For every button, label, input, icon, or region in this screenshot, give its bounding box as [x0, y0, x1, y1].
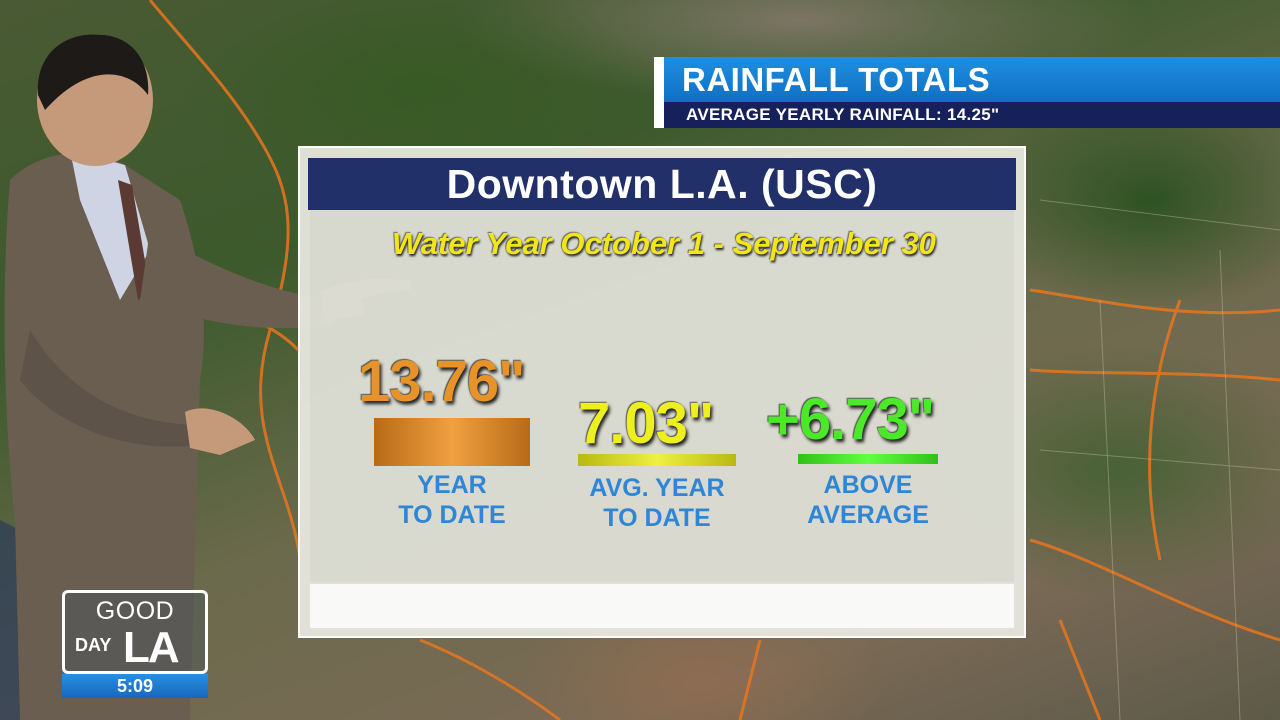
logo-box: GOOD DAY LA [62, 590, 208, 674]
banner-stripe [654, 57, 664, 128]
year-to-date-label: YEAR TO DATE [364, 470, 540, 530]
avg-year-to-date-value: 7.03" [578, 391, 714, 456]
year-to-date-label-line1: YEAR [417, 471, 487, 499]
presenter [4, 34, 412, 720]
panel-body [310, 158, 1014, 582]
good-day-la-logo: GOOD DAY LA 5:09 [62, 590, 208, 698]
banner-subtitle: AVERAGE YEARLY RAINFALL: 14.25" [664, 102, 1280, 128]
avg-year-to-date-bar [578, 454, 736, 466]
panel-footer [310, 584, 1014, 628]
avg-year-to-date-label-line1: AVG. YEAR [589, 474, 725, 502]
year-to-date-label-line2: TO DATE [398, 501, 506, 529]
banner-title: RAINFALL TOTALS [664, 57, 1280, 102]
logo-day-text: DAY [75, 635, 112, 655]
rainfall-totals-banner: RAINFALL TOTALS AVERAGE YEARLY RAINFALL:… [654, 57, 1280, 128]
year-to-date-value: 13.76" [358, 349, 526, 414]
avg-year-to-date-label: AVG. YEAR TO DATE [562, 473, 752, 533]
water-year-subtitle: Water Year October 1 - September 30 [392, 226, 936, 261]
above-average-bar [798, 454, 938, 464]
rainfall-panel: Downtown L.A. (USC) Water Year October 1… [298, 146, 1026, 638]
above-average-label: ABOVE AVERAGE [778, 470, 958, 530]
year-to-date-bar [374, 418, 530, 466]
clock-time: 5:09 [62, 674, 208, 698]
above-average-value: +6.73" [766, 387, 935, 452]
logo-la-text: LA [123, 623, 180, 672]
logo-good-text: GOOD [95, 597, 175, 625]
above-average-label-line1: ABOVE [823, 471, 913, 499]
above-average-label-line2: AVERAGE [807, 501, 929, 529]
avg-year-to-date-label-line2: TO DATE [603, 504, 711, 532]
panel-title: Downtown L.A. (USC) [308, 158, 1016, 210]
